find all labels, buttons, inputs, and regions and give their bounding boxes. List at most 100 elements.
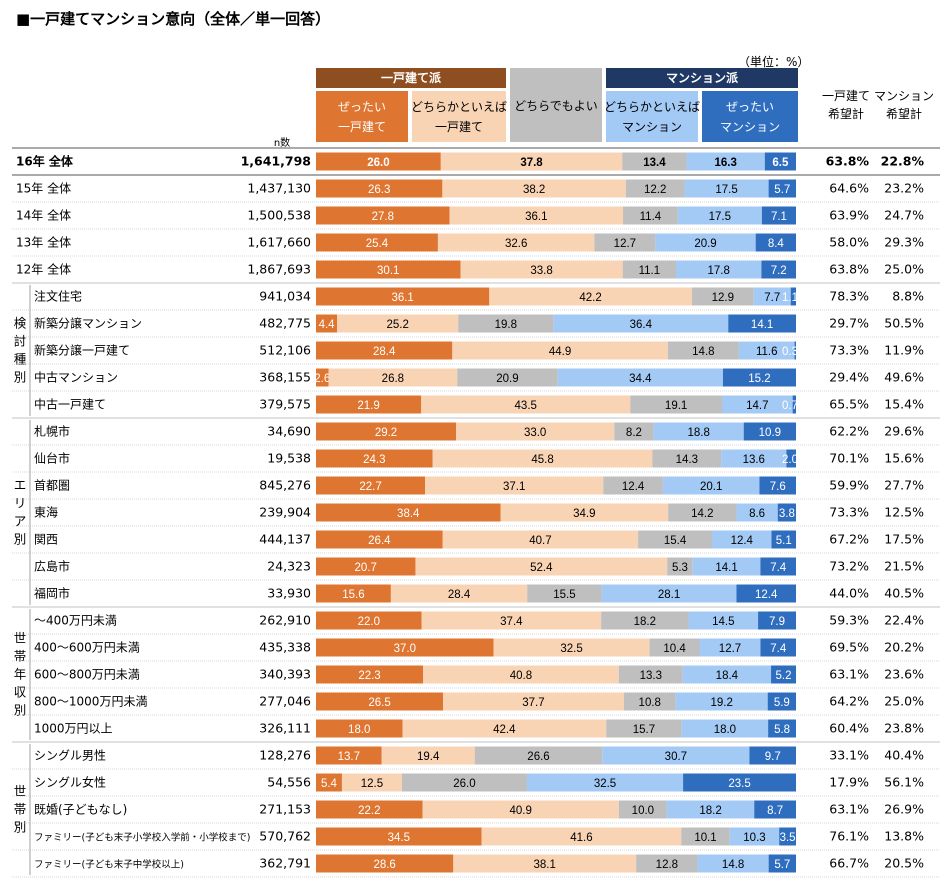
data-label: 17.8 [708, 265, 730, 277]
chart-row: ファミリー(子ども末子小学校入学前・小学校まで) 570,762 34.5 41.6 1… [12, 827, 940, 851]
house-total-value: 59.9% [829, 478, 869, 493]
chart-row: 札幌市 34,690 29.2 33.0 8.2 18.8 10.9 62.2% 29.6% [12, 422, 940, 446]
mansion-total-value: 8.8% [892, 289, 924, 304]
row-label: 16年 全体 [16, 154, 74, 169]
bar-segment [458, 314, 554, 333]
data-label: 19.2 [710, 697, 732, 709]
bar-segment [316, 152, 441, 171]
data-label: 25.2 [386, 319, 408, 331]
data-label: 26.0 [453, 778, 475, 790]
row-label: 東海 [34, 505, 58, 520]
data-label: 12.4 [622, 481, 645, 493]
header-cat4-box [606, 91, 698, 142]
data-label: 37.7 [522, 697, 544, 709]
side-group-label: 世帯年収別 [14, 631, 27, 718]
bar-segment [557, 368, 723, 387]
bar-segment [738, 341, 795, 360]
row-label: 13年 全体 [16, 235, 71, 250]
data-label: 32.6 [505, 238, 527, 250]
data-label: 20.7 [355, 562, 377, 574]
row-n-count: 19,538 [267, 451, 311, 466]
header-cat5-label-line2: マンション [720, 120, 780, 134]
mansion-total-value: 11.9% [884, 343, 924, 358]
data-label: 36.1 [391, 292, 413, 304]
row-n-count: 128,276 [259, 748, 311, 763]
bar-segment [768, 719, 796, 738]
data-label: 0.3 [782, 346, 798, 358]
mansion-total-value: 12.5% [884, 505, 924, 520]
data-label: 38.1 [534, 859, 556, 871]
data-label: 10.4 [663, 643, 686, 655]
mansion-total-value: 26.9% [884, 802, 924, 817]
bar-segment [381, 746, 475, 765]
chart-row: 800～1000万円未満 277,046 26.5 37.7 10.8 19.2 5.9 64… [12, 692, 940, 716]
house-total-value: 64.6% [829, 181, 869, 196]
bar-segment [743, 422, 796, 441]
header-house-total-line1: 一戸建て [822, 89, 870, 103]
bar-segment [316, 449, 433, 468]
bar-segment [761, 206, 796, 225]
header-group-mansion [606, 68, 798, 88]
mansion-total-value: 20.5% [884, 856, 924, 871]
row-n-count: 1,500,538 [247, 208, 311, 223]
chart-row: 関西 444,137 26.4 40.7 15.4 12.4 5.1 67.2% 17.5% [12, 530, 940, 554]
row-n-count: 482,775 [259, 316, 311, 331]
chart-row: シングル男性 128,276 13.7 19.4 26.6 30.7 9.7 33.1% 40.… [12, 746, 940, 770]
data-label: 7.1 [771, 211, 787, 223]
unit-note: （単位：%） [738, 54, 809, 69]
header-cat2-label-line1: どちらかといえば [411, 100, 507, 114]
data-label: 19.8 [495, 319, 517, 331]
bar-segment [316, 557, 416, 576]
mansion-total-value: 22.4% [884, 613, 924, 628]
data-label: 18.0 [348, 724, 370, 736]
data-label: 12.8 [656, 859, 678, 871]
house-total-value: 65.5% [829, 397, 869, 412]
bar-segment [688, 611, 759, 630]
data-label: 41.6 [570, 832, 592, 844]
mansion-total-value: 24.7% [884, 208, 924, 223]
data-label: 37.8 [520, 157, 543, 169]
mansion-total-value: 40.5% [884, 586, 924, 601]
data-label: 18.2 [699, 805, 721, 817]
house-total-value: 60.4% [829, 721, 869, 736]
bar-segment [792, 395, 796, 414]
chart-row: 首都圏 845,276 22.7 37.1 12.4 20.1 7.6 59.9% 27.7% [12, 476, 940, 500]
bar-segment [453, 854, 637, 873]
bar-segment [649, 638, 700, 657]
row-n-count: 444,137 [259, 532, 311, 547]
chart-row: 広島市 24,323 20.7 52.4 5.3 14.1 7.4 73.2% 21.5% [12, 557, 940, 581]
mansion-total-value: 22.8% [881, 154, 925, 169]
header-mansion-total-line2: 希望計 [886, 106, 922, 121]
bar-segment [712, 530, 772, 549]
bar-segment [423, 665, 619, 684]
data-label: 2.6 [314, 373, 330, 385]
data-label: 13.4 [643, 157, 666, 169]
mansion-total-value: 29.3% [884, 235, 924, 250]
bar-segment [316, 233, 438, 252]
chart-row: 400～600万円未満 435,338 37.0 32.5 10.4 12.7 7.4 69.… [12, 638, 940, 662]
header-cat1-label-line2: 一戸建て [338, 120, 386, 134]
row-label: シングル男性 [34, 749, 106, 763]
bar-segment [316, 503, 501, 522]
chart-row: 14年 全体 1,500,538 27.8 36.1 11.4 17.5 7.1 63.9% 2… [12, 206, 940, 230]
row-n-count: 845,276 [259, 478, 311, 493]
chart-row: 既婚(子どもなし) 271,153 22.2 40.9 10.0 18.2 8.7 63.1%… [12, 800, 940, 824]
row-n-count: 512,106 [259, 343, 311, 358]
row-label: 400～600万円未満 [34, 641, 140, 655]
row-n-count: 362,791 [259, 856, 311, 871]
row-n-count: 271,153 [259, 802, 311, 817]
bar-segment [682, 665, 772, 684]
bar-segment [316, 584, 391, 603]
data-label: 15.6 [342, 589, 364, 601]
data-label: 36.1 [525, 211, 547, 223]
mansion-total-value: 17.5% [884, 532, 924, 547]
header-group-house [316, 68, 506, 88]
bar-segment [421, 395, 631, 414]
data-label: 26.3 [368, 184, 390, 196]
data-label: 14.2 [691, 508, 713, 520]
header-group-mansion-label: マンション派 [666, 71, 739, 85]
bar-segment [760, 638, 796, 657]
bar-segment [614, 422, 654, 441]
data-label: 26.6 [527, 751, 549, 763]
row-n-count: 1,867,693 [247, 262, 311, 277]
